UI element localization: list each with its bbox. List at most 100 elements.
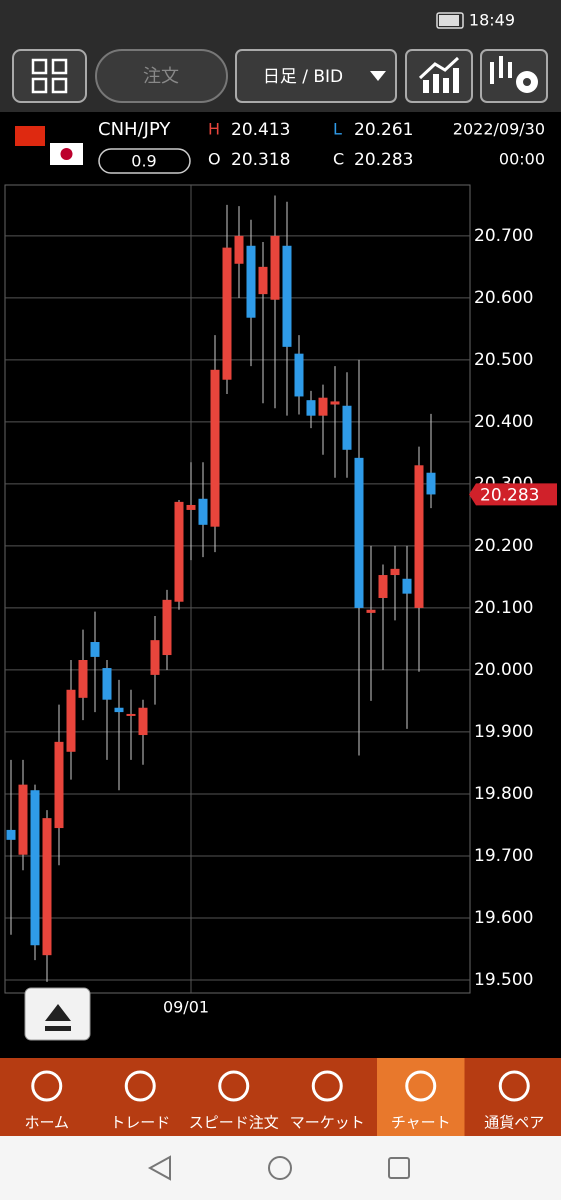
- spread-box: [98, 148, 191, 174]
- candle-body: [246, 245, 256, 318]
- candle-body: [306, 400, 316, 416]
- nav-icon: [405, 1070, 437, 1102]
- candle-body: [102, 668, 112, 700]
- high: 20.413: [231, 120, 290, 140]
- date: 2022/09/30: [453, 120, 545, 139]
- settings-icon: [490, 56, 538, 93]
- candle-body: [402, 578, 412, 594]
- nav-label[interactable]: スピード注文: [189, 1114, 279, 1132]
- nav-label[interactable]: チャート: [391, 1114, 451, 1132]
- nav-label[interactable]: 通貨ペア: [484, 1114, 544, 1132]
- candle-body: [234, 235, 244, 264]
- nav-icon: [31, 1070, 63, 1102]
- nav-items: ホーム トレード スピード注文 マーケット チャート 通貨ペア: [24, 1058, 544, 1136]
- order-label: 注文: [143, 66, 179, 87]
- candle-body: [42, 818, 52, 956]
- nav-label[interactable]: ホーム: [24, 1114, 69, 1132]
- y-tick-label: 20.200: [474, 536, 533, 556]
- battery-level: [439, 15, 459, 26]
- candle-body: [126, 713, 136, 716]
- candle-body: [54, 741, 64, 829]
- chart-type-icon: [418, 56, 460, 93]
- open: 20.318: [231, 150, 290, 170]
- back-button[interactable]: [147, 1155, 171, 1181]
- nav-label[interactable]: トレード: [110, 1114, 170, 1132]
- candle-body: [378, 575, 388, 598]
- candle-body: [414, 465, 424, 608]
- high-label: H: [208, 120, 220, 139]
- candle-body: [258, 266, 268, 295]
- y-tick-label: 19.500: [474, 970, 533, 990]
- status-bar: [0, 0, 561, 42]
- dropdown-arrow: [370, 71, 386, 81]
- candle-body: [330, 401, 340, 405]
- y-tick-label: 20.400: [474, 412, 533, 432]
- recents-button[interactable]: [388, 1157, 410, 1179]
- y-tick-label: 20.500: [474, 350, 533, 370]
- candle-body: [174, 501, 184, 602]
- candle-body: [6, 829, 16, 840]
- candle-body: [366, 609, 376, 613]
- system-nav: [0, 1136, 561, 1200]
- plot-area: [4, 184, 471, 994]
- chart: 19.500 19.600 19.700 19.800 19.900 20.000 20.1…: [4, 184, 557, 1017]
- pair: CNH/JPY: [98, 119, 171, 140]
- candle-body: [426, 472, 436, 495]
- period-label: 日足 / BID: [263, 67, 343, 87]
- bottom-nav: [0, 1058, 561, 1136]
- candle-body: [78, 660, 88, 698]
- x-tick-label: 09/01: [163, 998, 209, 1017]
- candle-body: [150, 640, 160, 675]
- order-button[interactable]: [95, 49, 228, 103]
- y-tick-label: 20.000: [474, 660, 533, 680]
- nav-icon: [498, 1070, 530, 1102]
- grid-icon: [31, 58, 68, 94]
- candle-body: [66, 689, 76, 752]
- candle-body: [222, 247, 232, 380]
- nav-icon: [311, 1070, 343, 1102]
- candle-body: [138, 707, 148, 736]
- low-label: L: [333, 120, 342, 139]
- candle-body: [282, 245, 292, 347]
- open-label: O: [208, 150, 221, 169]
- period-select[interactable]: [235, 49, 397, 103]
- menu-button[interactable]: [12, 49, 87, 103]
- spread: 0.9: [131, 152, 156, 171]
- y-tick-label: 20.700: [474, 226, 533, 246]
- candle-body: [162, 599, 172, 656]
- candle-body: [114, 707, 124, 713]
- candle-body: [354, 457, 364, 608]
- jp-flag-sun: [60, 148, 73, 160]
- nav-label[interactable]: マーケット: [290, 1114, 365, 1132]
- quote-header: [0, 112, 561, 182]
- candle-body: [342, 405, 352, 450]
- price-tag-label: 20.283: [480, 485, 539, 505]
- candle-body: [30, 790, 40, 946]
- y-tick-label: 20.600: [474, 288, 533, 308]
- low: 20.261: [354, 120, 413, 140]
- candle-body: [390, 568, 400, 576]
- y-tick-label: 19.800: [474, 784, 533, 804]
- candle-body: [294, 353, 304, 397]
- close: 20.283: [354, 150, 413, 170]
- price-tag: [469, 483, 557, 506]
- candle-body: [270, 235, 280, 300]
- home-button[interactable]: [268, 1156, 292, 1180]
- candle-body: [198, 498, 208, 525]
- candle-body: [18, 784, 28, 855]
- eject-icon: [45, 1004, 71, 1031]
- battery: [436, 12, 464, 29]
- y-tick-label: 20.100: [474, 598, 533, 618]
- nav-icon: [124, 1070, 156, 1102]
- y-tick-label: 19.900: [474, 722, 533, 742]
- clock: 18:49: [469, 11, 515, 30]
- candle-body: [210, 369, 220, 527]
- candle-body: [318, 397, 328, 416]
- y-tick-label: 19.700: [474, 846, 533, 866]
- nav-icon: [218, 1070, 250, 1102]
- cn-flag: [15, 126, 45, 146]
- y-tick-label: 19.600: [474, 908, 533, 928]
- candle-body: [186, 504, 196, 510]
